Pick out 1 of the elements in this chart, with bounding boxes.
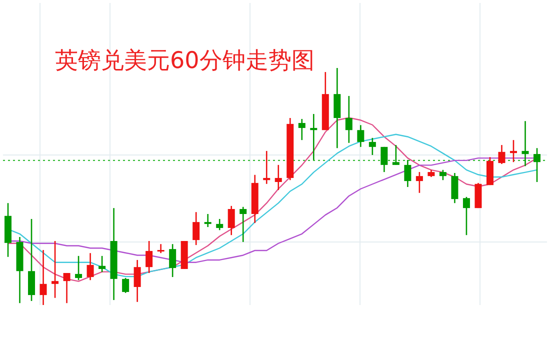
chart-title: 英镑兑美元60分钟走势图 [55, 48, 314, 74]
